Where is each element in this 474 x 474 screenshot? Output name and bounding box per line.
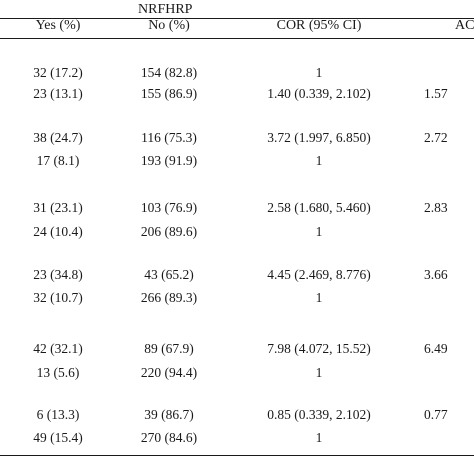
yes-cell: 17 (8.1) (36, 153, 80, 168)
table-bottom-rule (0, 455, 474, 456)
no-cell: 270 (84.6) (140, 430, 198, 445)
cor-cell: 4.45 (2.469, 8.776) (267, 267, 371, 282)
yes-cell: 24 (10.4) (33, 224, 83, 239)
yes-cell: 23 (13.1) (33, 86, 83, 101)
header-bottom-rule (0, 38, 474, 39)
aor-cell: 6.49 (424, 341, 448, 356)
aor-cell: 3.66 (424, 267, 448, 282)
cor-cell: 1.40 (0.339, 2.102) (267, 86, 371, 101)
no-cell: 154 (82.8) (140, 65, 198, 80)
yes-cell: 32 (17.2) (33, 65, 83, 80)
no-cell: 43 (65.2) (144, 267, 194, 282)
group-underline (0, 18, 474, 19)
cor-cell: 7.98 (4.072, 15.52) (267, 341, 371, 356)
aor-cell: 1.57 (424, 86, 448, 101)
no-cell: 266 (89.3) (140, 290, 198, 305)
no-cell: 220 (94.4) (140, 365, 198, 380)
no-cell: 103 (76.9) (140, 200, 198, 215)
cor-cell: 1 (315, 65, 323, 80)
no-cell: 39 (86.7) (144, 407, 194, 422)
column-header-cor: COR (95% CI) (276, 18, 362, 33)
column-header-no: No (%) (148, 18, 190, 33)
cor-cell: 1 (315, 224, 323, 239)
no-cell: 193 (91.9) (140, 153, 198, 168)
yes-cell: 6 (13.3) (36, 407, 80, 422)
column-header-aor: AC (455, 18, 474, 33)
cor-cell: 1 (315, 290, 323, 305)
yes-cell: 32 (10.7) (33, 290, 83, 305)
yes-cell: 42 (32.1) (33, 341, 83, 356)
aor-cell: 0.77 (424, 407, 448, 422)
yes-cell: 31 (23.1) (33, 200, 83, 215)
aor-cell: 2.83 (424, 200, 448, 215)
cor-cell: 1 (315, 430, 323, 445)
no-cell: 206 (89.6) (140, 224, 198, 239)
cor-cell: 3.72 (1.997, 6.850) (267, 130, 371, 145)
no-cell: 89 (67.9) (144, 341, 194, 356)
yes-cell: 13 (5.6) (36, 365, 80, 380)
yes-cell: 23 (34.8) (33, 267, 83, 282)
cor-cell: 1 (315, 153, 323, 168)
aor-cell: 2.72 (424, 130, 448, 145)
cor-cell: 0.85 (0.339, 2.102) (267, 407, 371, 422)
column-header-yes: Yes (%) (35, 18, 81, 33)
group-header-nrfhrp: NRFHRP (138, 2, 193, 17)
cor-cell: 1 (315, 365, 323, 380)
no-cell: 155 (86.9) (140, 86, 198, 101)
no-cell: 116 (75.3) (141, 130, 197, 145)
cor-cell: 2.58 (1.680, 5.460) (267, 200, 371, 215)
yes-cell: 38 (24.7) (33, 130, 83, 145)
yes-cell: 49 (15.4) (33, 430, 83, 445)
